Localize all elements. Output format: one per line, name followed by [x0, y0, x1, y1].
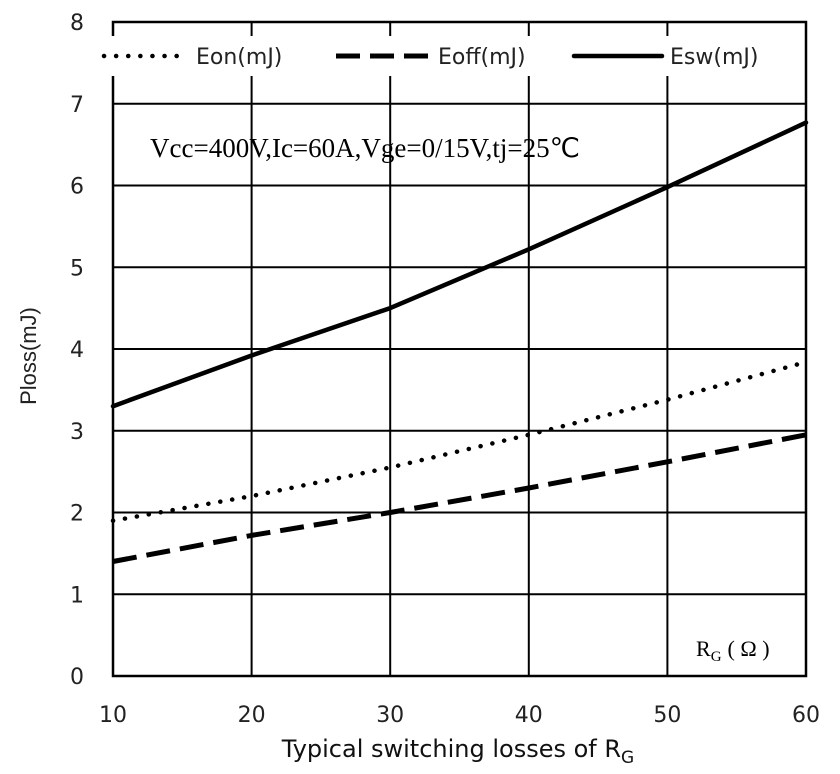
x-tick-label-4: 50 [653, 703, 681, 728]
y-tick-labels: 0 1 2 3 4 5 6 7 8 [70, 11, 84, 690]
x-axis-label-main: Typical switching losses of R [281, 735, 621, 763]
axis-unit-rest: ( Ω ) [728, 636, 770, 661]
legend-label-dotted: Eon(mJ) [196, 45, 282, 70]
axis-unit-main: R [696, 636, 711, 661]
x-tick-label-1: 20 [238, 703, 266, 728]
x-axis-label-sub: G [621, 748, 634, 768]
series-line-dashed [112, 432, 807, 564]
series-lines [110, 120, 809, 564]
axis-unit-text: RG ( Ω ) [696, 636, 770, 665]
y-tick-label-1: 1 [70, 583, 84, 608]
legend-background [100, 36, 800, 76]
axis-unit-background [688, 628, 798, 666]
x-tick-label-5: 60 [792, 703, 820, 728]
legend-label-dashed: Eoff(mJ) [438, 45, 526, 70]
x-axis-label: Typical switching losses of RG [281, 735, 634, 768]
y-tick-label-7: 7 [70, 93, 84, 118]
series-line-dotted [110, 359, 809, 523]
y-tick-label-8: 8 [70, 11, 84, 36]
x-tick-label-0: 10 [99, 703, 127, 728]
plot-frame [111, 20, 808, 678]
y-tick-label-3: 3 [70, 420, 84, 445]
y-tick-label-5: 5 [70, 256, 84, 281]
y-tick-label-6: 6 [70, 175, 84, 200]
axis-unit-label: RG ( Ω ) [688, 628, 798, 666]
series-line-solid [110, 120, 809, 409]
y-tick-label-0: 0 [70, 665, 84, 690]
legend: Eon(mJ) Eoff(mJ) Esw(mJ) [101, 45, 758, 70]
y-tick-label-4: 4 [70, 338, 84, 363]
grid [112, 21, 807, 677]
x-tick-label-2: 30 [376, 703, 404, 728]
y-tick-label-2: 2 [70, 502, 84, 527]
y-axis-label: Ploss(mJ) [16, 307, 41, 405]
axis-unit-sub: G [711, 649, 722, 665]
x-tick-labels: 10 20 30 40 50 60 [99, 703, 820, 728]
annotation: Vcc=400V,Ic=60A,Vge=0/15V,tj=25℃ [150, 133, 580, 163]
legend-label-solid: Esw(mJ) [670, 45, 758, 70]
x-tick-label-3: 40 [515, 703, 543, 728]
